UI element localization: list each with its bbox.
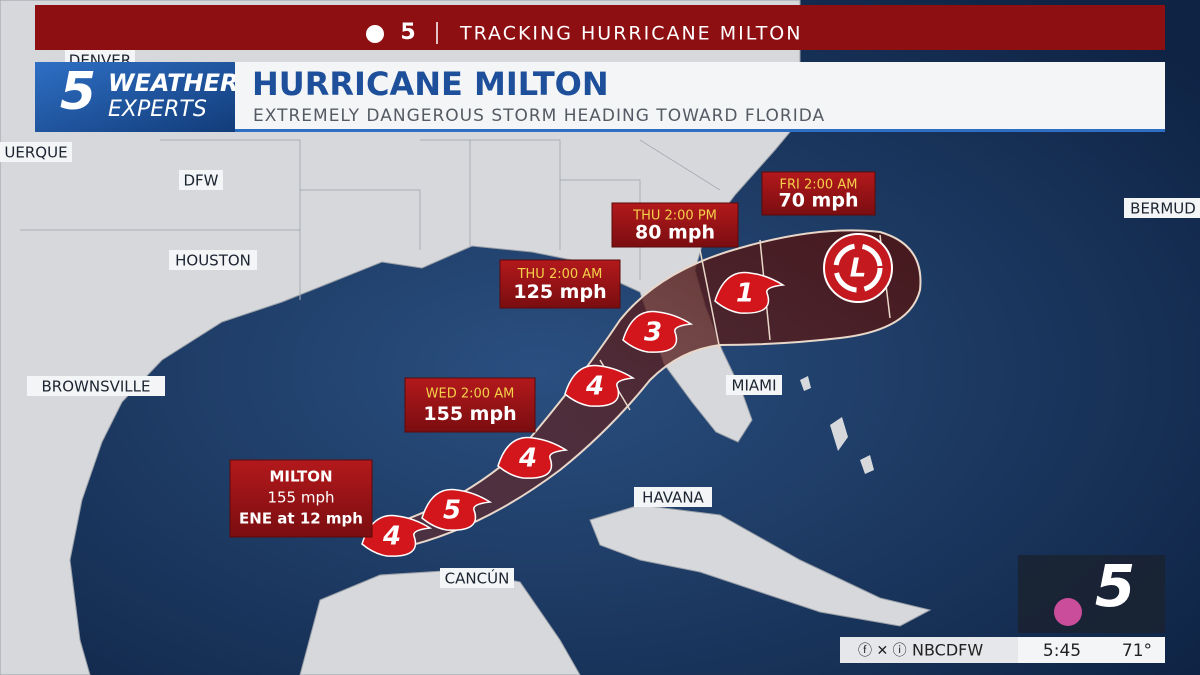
city-label: DFW [183, 172, 218, 190]
storm-category: 4 [585, 372, 604, 402]
info-box [229, 459, 373, 538]
header-underline [235, 129, 1165, 132]
hurricane-icon [622, 310, 694, 353]
city-label-box [169, 250, 257, 270]
ticker: ⓕ ✕ ⓘ NBCDFW 5:45 71° [840, 637, 1165, 663]
storm-category: 3 [644, 318, 662, 348]
state-borders [20, 139, 721, 300]
logo-box [35, 62, 235, 132]
city-label-box [0, 142, 72, 162]
bahamas-land [800, 376, 874, 474]
forecast-box [611, 202, 739, 248]
city-label-box [179, 170, 223, 190]
ticker-handle: NBCDFW [912, 641, 983, 660]
banner-bar [35, 5, 1165, 50]
low-ring [833, 243, 883, 293]
peacock-mark [1054, 598, 1082, 626]
station-logo: 5 [1018, 552, 1165, 633]
city-label: HOUSTON [175, 252, 251, 270]
hurricane-icon [421, 488, 493, 531]
logo-line1: WEATHER [108, 69, 238, 97]
social-icons: ⓕ ✕ ⓘ [858, 643, 907, 659]
top-banner: 5 TRACKING HURRICANE MILTON [35, 5, 1165, 50]
banner-channel: 5 [400, 20, 415, 45]
forecast-wind: 155 mph [423, 403, 516, 425]
logo-number: 5 [60, 62, 96, 122]
city-label: BROWNSVILLE [42, 378, 151, 396]
header-box [235, 62, 1165, 132]
hurricane-icon [361, 514, 433, 557]
storm-category: 1 [736, 279, 754, 309]
ticker-info [1018, 637, 1165, 663]
peacock-icon [366, 25, 384, 43]
hurricane-icon [564, 364, 636, 407]
forecast-wind: 70 mph [779, 190, 859, 212]
storm-category: 5 [443, 496, 461, 526]
header-title: HURRICANE MILTON [252, 65, 609, 103]
ticker-time: 5:45 [1043, 641, 1081, 661]
storm-motion: ENE at 12 mph [239, 510, 363, 528]
banner-title: TRACKING HURRICANE MILTON [459, 23, 802, 45]
city-label-box [440, 568, 514, 588]
city-label-box [1124, 198, 1200, 218]
city-label: MIAMI [732, 377, 777, 395]
city-label: CANCÚN [445, 569, 510, 588]
station-logo-box [1018, 555, 1165, 633]
low-letter: L [850, 254, 867, 284]
hurricane-icon [714, 271, 786, 314]
storm-name: MILTON [269, 468, 332, 486]
cuba-land [589, 504, 932, 627]
header-subtitle: EXTREMELY DANGEROUS STORM HEADING TOWARD… [253, 106, 825, 126]
forecast-box [499, 259, 621, 309]
weather-logo: 5 WEATHER EXPERTS [35, 62, 238, 132]
storm-category: 4 [518, 444, 537, 474]
storm-wind: 155 mph [267, 489, 334, 507]
city-label-box [726, 375, 782, 395]
forecast-time: FRI 2:00 AM [780, 177, 858, 192]
city-label: BERMUD [1130, 200, 1196, 218]
forecast-wind: 125 mph [513, 281, 606, 303]
forecast-box [404, 377, 536, 433]
ticker-social [840, 637, 1018, 663]
header: HURRICANE MILTON EXTREMELY DANGEROUS STO… [235, 62, 1165, 132]
forecast-box [761, 171, 876, 216]
city-label-box [27, 376, 165, 396]
storm-icons: 4 5 4 4 3 1 L [361, 233, 893, 557]
forecast-time: THU 2:00 AM [517, 267, 603, 282]
hurricane-icon [497, 436, 569, 479]
current-info-box: MILTON 155 mph ENE at 12 mph [229, 459, 373, 538]
station-number: 5 [1095, 552, 1135, 620]
city-label-box [634, 487, 712, 507]
city-label: UERQUE [4, 144, 67, 162]
ticker-temperature: 71° [1122, 641, 1152, 661]
storm-category: 4 [382, 522, 401, 552]
forecast-time: THU 2:00 PM [632, 209, 717, 224]
forecast-wind: 80 mph [635, 221, 715, 243]
logo-line2: EXPERTS [108, 97, 207, 122]
forecast-time: WED 2:00 AM [426, 387, 515, 402]
city-label: HAVANA [642, 489, 704, 507]
